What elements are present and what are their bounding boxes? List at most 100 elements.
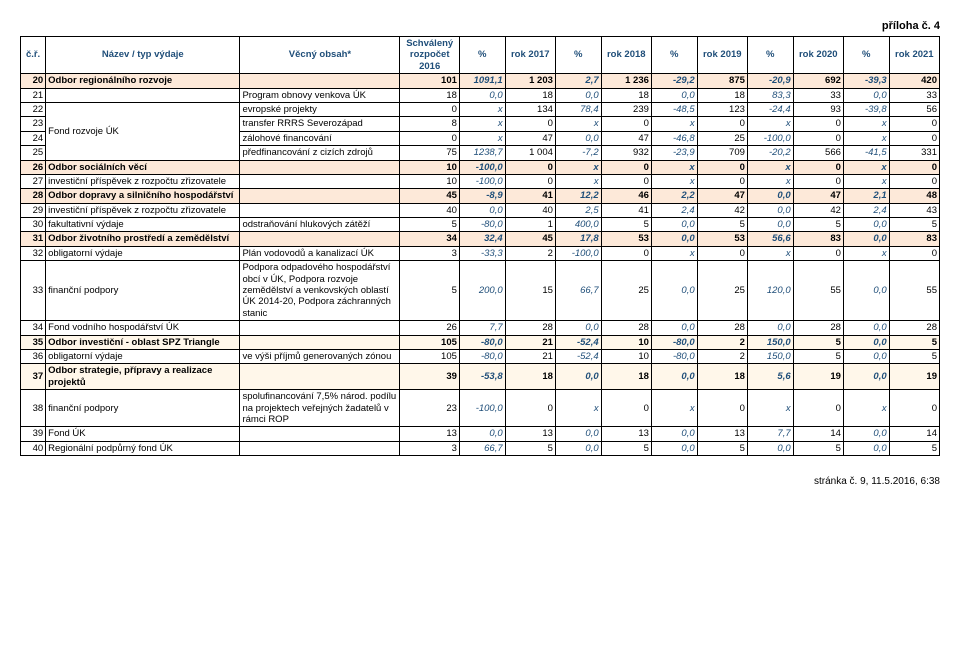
col-2020: rok 2020	[793, 37, 843, 74]
pct-cell: 0,0	[651, 441, 697, 455]
row-name: Odbor sociálních věcí	[46, 160, 240, 174]
pct-cell: 0,0	[843, 261, 889, 321]
col-2018: rok 2018	[601, 37, 651, 74]
table-row: 35Odbor investiční - oblast SPZ Triangle…	[21, 335, 940, 349]
value-cell: 0	[793, 131, 843, 145]
value-cell: 93	[793, 102, 843, 116]
value-cell: 19	[793, 364, 843, 390]
value-cell: 14	[889, 427, 939, 441]
pct-cell: 2,4	[651, 203, 697, 217]
value-cell: 28	[889, 321, 939, 335]
attachment-label: příloha č. 4	[20, 20, 940, 32]
pct-cell: 150,0	[747, 335, 793, 349]
value-cell: 420	[889, 74, 939, 88]
row-number: 22	[21, 102, 46, 116]
value-cell: 18	[697, 88, 747, 102]
row-number: 36	[21, 349, 46, 363]
pct-cell: 0,0	[843, 335, 889, 349]
pct-cell: x	[843, 131, 889, 145]
table-row: 22Fond rozvoje ÚKevropské projekty0x1347…	[21, 102, 940, 116]
pct-cell: -20,9	[747, 74, 793, 88]
value-cell: 47	[601, 131, 651, 145]
value-cell: 0	[793, 174, 843, 188]
value-cell: 0	[793, 160, 843, 174]
pct-cell: 120,0	[747, 261, 793, 321]
pct-cell: 7,7	[747, 427, 793, 441]
value-cell: 10	[601, 335, 651, 349]
pct-cell: 0,0	[843, 427, 889, 441]
value-cell: 134	[505, 102, 555, 116]
row-obsah: Program obnovy venkova ÚK	[240, 88, 400, 102]
value-cell: 33	[889, 88, 939, 102]
value-cell: 33	[793, 88, 843, 102]
value-cell: 875	[697, 74, 747, 88]
value-cell: 105	[400, 335, 459, 349]
value-cell: 18	[601, 364, 651, 390]
value-cell: 5	[889, 349, 939, 363]
value-cell: 239	[601, 102, 651, 116]
value-cell: 39	[400, 364, 459, 390]
value-cell: 0	[505, 160, 555, 174]
row-obsah	[240, 232, 400, 246]
value-cell: 45	[505, 232, 555, 246]
value-cell: 53	[601, 232, 651, 246]
pct-cell: x	[747, 246, 793, 260]
row-obsah: evropské projekty	[240, 102, 400, 116]
pct-cell: -80,0	[651, 349, 697, 363]
page-footer: stránka č. 9, 11.5.2016, 6:38	[20, 476, 940, 487]
row-number: 33	[21, 261, 46, 321]
row-obsah: ve výši příjmů generovaných zónou	[240, 349, 400, 363]
value-cell: 56	[889, 102, 939, 116]
pct-cell: x	[651, 174, 697, 188]
row-obsah	[240, 160, 400, 174]
pct-cell: 0,0	[843, 321, 889, 335]
pct-cell: x	[843, 174, 889, 188]
pct-cell: 0,0	[747, 321, 793, 335]
pct-cell: 0,0	[843, 441, 889, 455]
value-cell: 55	[793, 261, 843, 321]
value-cell: 2	[697, 335, 747, 349]
value-cell: 3	[400, 441, 459, 455]
col-pct4: %	[747, 37, 793, 74]
row-name: finanční podpory	[46, 261, 240, 321]
value-cell: 47	[697, 189, 747, 203]
pct-cell: 2,5	[555, 203, 601, 217]
value-cell: 0	[400, 102, 459, 116]
pct-cell: 2,7	[555, 74, 601, 88]
value-cell: 5	[793, 335, 843, 349]
value-cell: 566	[793, 146, 843, 160]
value-cell: 0	[601, 390, 651, 427]
table-row: 39Fond ÚK130,0130,0130,0137,7140,014	[21, 427, 940, 441]
value-cell: 42	[793, 203, 843, 217]
value-cell: 41	[505, 189, 555, 203]
row-number: 37	[21, 364, 46, 390]
row-number: 25	[21, 146, 46, 160]
pct-cell: -80,0	[651, 335, 697, 349]
value-cell: 15	[505, 261, 555, 321]
value-cell: 1 236	[601, 74, 651, 88]
value-cell: 18	[505, 364, 555, 390]
value-cell: 1	[505, 218, 555, 232]
value-cell: 932	[601, 146, 651, 160]
pct-cell: -80,0	[459, 335, 505, 349]
pct-cell: x	[843, 160, 889, 174]
pct-cell: 66,7	[555, 261, 601, 321]
value-cell: 55	[889, 261, 939, 321]
pct-cell: 0,0	[555, 131, 601, 145]
value-cell: 0	[697, 160, 747, 174]
value-cell: 5	[697, 441, 747, 455]
pct-cell: x	[651, 160, 697, 174]
value-cell: 43	[889, 203, 939, 217]
pct-cell: -100,0	[459, 174, 505, 188]
pct-cell: -52,4	[555, 335, 601, 349]
col-cr: č.ř.	[21, 37, 46, 74]
pct-cell: -39,3	[843, 74, 889, 88]
value-cell: 0	[505, 117, 555, 131]
value-cell: 25	[601, 261, 651, 321]
pct-cell: 400,0	[555, 218, 601, 232]
value-cell: 0	[400, 131, 459, 145]
pct-cell: -39,8	[843, 102, 889, 116]
table-row: 38finanční podporyspolufinancování 7,5% …	[21, 390, 940, 427]
table-row: 21Program obnovy venkova ÚK180,0180,0180…	[21, 88, 940, 102]
row-obsah	[240, 174, 400, 188]
